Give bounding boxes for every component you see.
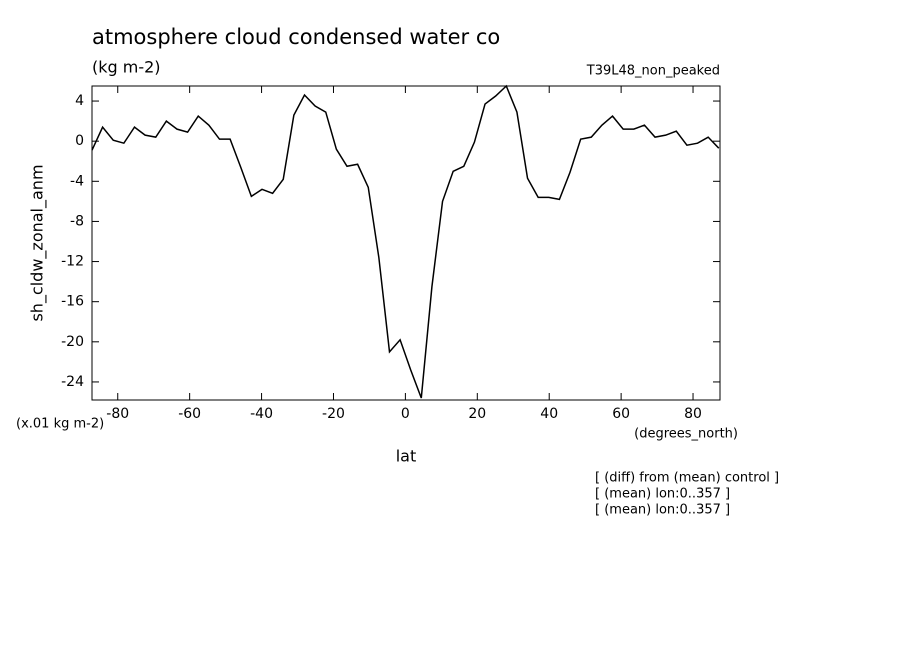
note: [ (mean) lon:0..357 ]	[595, 503, 730, 518]
chart-subtitle: (kg m-2)	[92, 58, 161, 77]
experiment-label: T39L48_non_peaked	[586, 64, 720, 79]
x-tick-label: -80	[106, 406, 129, 422]
x-axis-label: lat	[396, 447, 417, 466]
y-units: (x.01 kg m-2)	[16, 417, 104, 432]
x-units: (degrees_north)	[634, 427, 738, 442]
chart-title: atmosphere cloud condensed water co	[92, 25, 500, 49]
note: [ (mean) lon:0..357 ]	[595, 487, 730, 502]
y-tick-label: -12	[61, 254, 84, 270]
x-tick-label: -40	[250, 406, 273, 422]
x-tick-label: -60	[178, 406, 201, 422]
data-line	[91, 84, 720, 399]
y-tick-label: -20	[61, 334, 84, 350]
y-tick-label: 0	[75, 133, 84, 149]
x-tick-label: 0	[401, 406, 410, 422]
y-tick-label: -8	[70, 213, 84, 229]
note: [ (diff) from (mean) control ]	[595, 471, 779, 486]
y-tick-label: -24	[61, 374, 84, 390]
y-tick-label: -16	[61, 294, 84, 310]
x-tick-label: -20	[322, 406, 345, 422]
y-axis-label: sh_cldw_zonal_anm	[28, 164, 48, 321]
y-tick-label: -4	[70, 173, 84, 189]
x-tick-label: 60	[612, 406, 630, 422]
x-tick-label: 20	[468, 406, 486, 422]
plot-frame	[91, 85, 721, 401]
y-tick-label: 4	[75, 93, 84, 109]
x-tick-label: 80	[684, 406, 702, 422]
x-tick-label: 40	[540, 406, 558, 422]
